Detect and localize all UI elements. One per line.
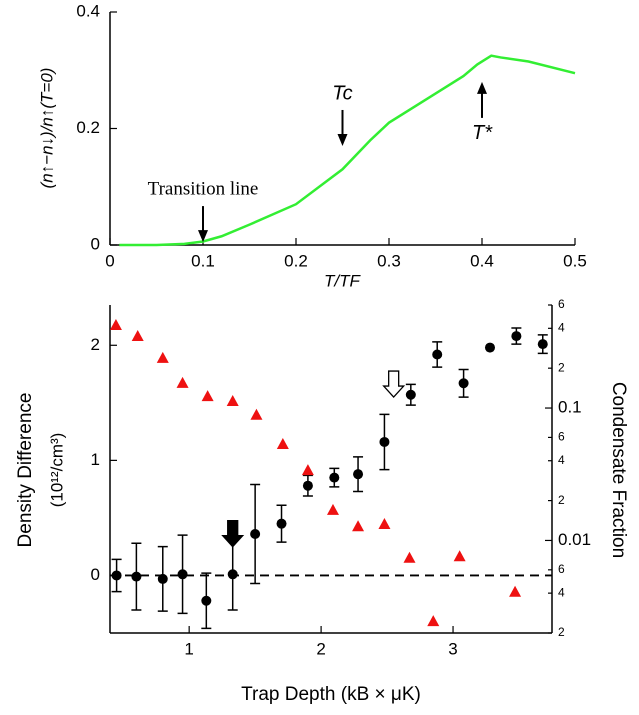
circle-marker	[353, 469, 364, 480]
data-line	[119, 54, 576, 247]
circle-marker	[177, 569, 188, 580]
y-axis-label: Density Difference	[15, 393, 36, 548]
x-axis-label: T/TF	[324, 271, 361, 290]
circle-marker	[276, 518, 287, 529]
circle-marker	[511, 331, 522, 342]
y2-tick-label: 6	[558, 297, 565, 311]
y-tick-label: 2	[91, 335, 100, 354]
arrow-head	[477, 81, 487, 94]
y-axis-label: (10¹²/cm³)	[47, 433, 66, 508]
circle-marker	[302, 480, 313, 491]
circle-marker	[405, 389, 416, 400]
x-tick-label: 0.5	[563, 251, 587, 270]
triangle-marker	[176, 376, 189, 388]
triangle-marker	[403, 551, 416, 563]
arrow-head	[337, 133, 348, 146]
y2-tick-label: 2	[558, 625, 565, 639]
annotation-text: Transition line	[148, 178, 259, 199]
y2-tick-label: 0.01	[558, 530, 591, 549]
triangle-marker	[226, 395, 239, 407]
circle-marker	[484, 342, 495, 353]
triangle-marker	[109, 318, 122, 330]
triangle-marker	[453, 550, 466, 562]
triangle-marker	[131, 329, 144, 341]
y2-tick-label: 2	[558, 360, 565, 374]
x-tick-label: 0.2	[284, 251, 308, 270]
circle-marker	[131, 571, 142, 582]
x-tick-label: 0	[105, 251, 114, 270]
circle-marker	[329, 472, 340, 483]
x-tick-label: 0.3	[377, 251, 401, 270]
y2-tick-label: 2	[558, 493, 565, 507]
triangle-marker	[276, 438, 289, 450]
y2-tick-label: 0.1	[558, 398, 582, 417]
y2-axis-label: Condensate Fraction	[608, 382, 629, 558]
triangle-marker	[201, 390, 214, 402]
circle-marker	[201, 595, 212, 606]
triangle-marker	[156, 351, 169, 363]
y-tick-label: 1	[91, 450, 100, 469]
annotation-arrow	[382, 370, 406, 399]
circle-marker	[157, 573, 168, 584]
annotation-text: T*	[472, 122, 493, 144]
triangle-marker	[326, 503, 339, 515]
circle-marker	[432, 349, 443, 360]
x-tick-label: 0.4	[470, 251, 494, 270]
y2-tick-label: 4	[558, 585, 565, 599]
circle-marker	[227, 569, 238, 580]
x-axis-label: Trap Depth (kB × μK)	[241, 684, 421, 705]
triangle-marker	[301, 464, 314, 476]
y2-tick-label: 4	[558, 453, 565, 467]
triangle-marker	[378, 518, 391, 530]
x-tick-label: 0.1	[191, 251, 215, 270]
y-tick-label: 0	[91, 565, 100, 584]
circle-marker	[458, 378, 469, 389]
annotation-arrow	[221, 520, 245, 548]
x-tick-label: 2	[316, 639, 325, 658]
arrow-head	[198, 230, 208, 243]
circle-marker	[379, 436, 390, 447]
y2-tick-label: 6	[558, 430, 565, 444]
triangle-marker	[352, 520, 365, 532]
y-tick-label: 0.4	[76, 1, 100, 20]
y2-tick-label: 4	[558, 320, 565, 334]
annotation-text: Tc	[332, 82, 352, 104]
triangle-marker	[509, 585, 522, 597]
triangle-marker	[427, 615, 440, 627]
triangle-marker	[250, 408, 263, 420]
circle-marker	[111, 570, 122, 581]
x-tick-label: 3	[448, 639, 457, 658]
x-tick-label: 1	[184, 639, 193, 658]
y-axis-label: (n↑−n↓)/n↑(T=0)	[37, 68, 56, 189]
circle-marker	[250, 529, 261, 540]
y-tick-label: 0	[91, 234, 100, 253]
y2-tick-label: 6	[558, 562, 565, 576]
y-tick-label: 0.2	[76, 118, 100, 137]
circle-marker	[537, 339, 548, 350]
